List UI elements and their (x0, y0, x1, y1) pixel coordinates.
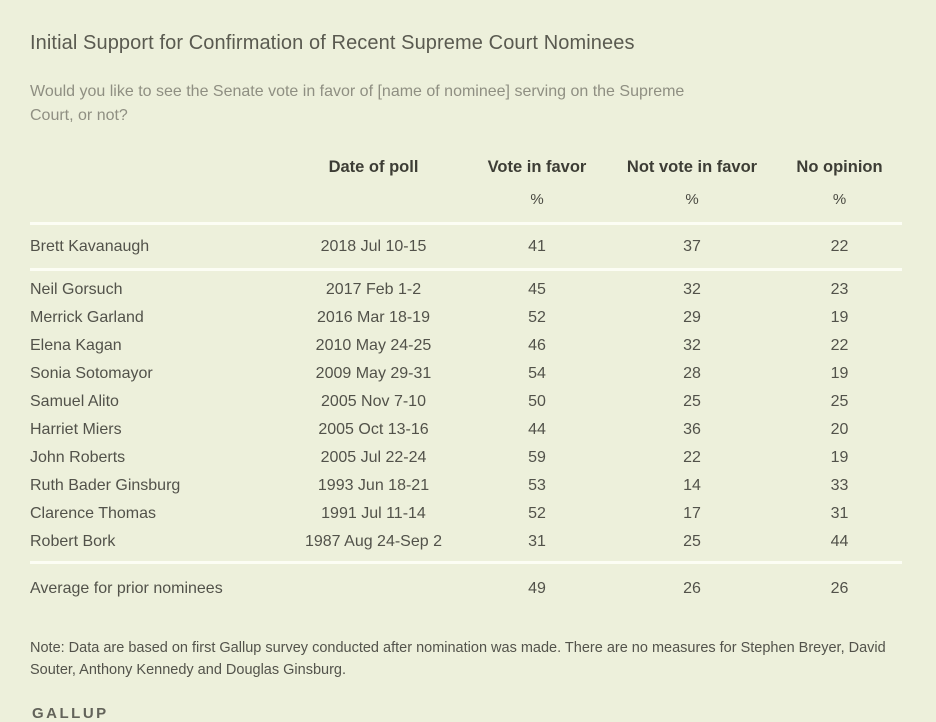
table-row: Brett Kavanaugh 2018 Jul 10-15 41 37 22 (30, 223, 902, 271)
table-row: Harriet Miers 2005 Oct 13-16 44 36 20 (30, 416, 902, 444)
cell-no-opinion: 31 (830, 505, 849, 522)
cell-favor: 31 (467, 527, 607, 564)
cell-favor: 45 (528, 281, 546, 298)
cell-favor: 41 (467, 223, 607, 271)
cell-not-favor: 28 (683, 365, 701, 382)
cell-no-opinion: 33 (830, 477, 849, 494)
cell-nominee: Sonia Sotomayor (30, 365, 153, 382)
cell-nominee: Neil Gorsuch (30, 281, 123, 298)
cell-not-favor: 22 (683, 449, 701, 466)
cell-nominee: Merrick Garland (30, 309, 144, 326)
cell-favor: 46 (528, 337, 546, 354)
table-row: Clarence Thomas 1991 Jul 11-14 52 17 31 (30, 500, 902, 528)
cell-favor: 50 (528, 393, 546, 410)
cell-favor: 53 (528, 477, 546, 494)
cell-date: 2005 Oct 13-16 (318, 421, 429, 438)
percent-row: % % % (30, 178, 902, 225)
cell-date: 2009 May 29-31 (315, 365, 432, 382)
cell-nominee: John Roberts (30, 449, 126, 466)
cell-not-favor: 14 (683, 477, 701, 494)
cell-favor: 54 (528, 365, 546, 382)
cell-nominee: Robert Bork (30, 527, 280, 564)
cell-date: 1993 Jun 18-21 (317, 477, 430, 494)
average-section: Average for prior nominees 49 26 26 (30, 563, 902, 612)
cell-not-favor: 17 (683, 505, 701, 522)
cell-not-favor: 32 (683, 337, 701, 354)
poll-question: Would you like to see the Senate vote in… (30, 83, 685, 124)
cell-not-favor: 36 (683, 421, 701, 438)
table-row: Samuel Alito 2005 Nov 7-10 50 25 25 (30, 388, 902, 416)
footnote: Note: Data are based on first Gallup sur… (30, 640, 886, 678)
table-row: Robert Bork 1987 Aug 24-Sep 2 31 25 44 (30, 527, 902, 564)
cell-not-favor: 37 (607, 223, 777, 271)
average-no-opinion: 26 (830, 580, 849, 597)
cell-nominee: Clarence Thomas (30, 505, 156, 522)
percent-cell-empty (30, 178, 280, 225)
cell-date: 2018 Jul 10-15 (280, 223, 467, 271)
cell-date: 1991 Jul 11-14 (321, 505, 426, 522)
column-header-row: Date of poll Vote in favor Not vote in f… (30, 150, 902, 178)
column-header-favor: Vote in favor (487, 158, 587, 176)
cell-nominee: Samuel Alito (30, 393, 119, 410)
cell-nominee: Elena Kagan (30, 337, 122, 354)
cell-no-opinion: 22 (830, 337, 849, 354)
prior-nominees-section: Neil Gorsuch 2017 Feb 1-2 45 32 23 Merrick Ga… (30, 270, 902, 564)
table-row: Sonia Sotomayor 2009 May 29-31 54 28 19 (30, 360, 902, 388)
percent-cell-empty (280, 178, 467, 225)
cell-not-favor: 25 (683, 393, 701, 410)
cell-no-opinion: 19 (830, 365, 849, 382)
table-row: Neil Gorsuch 2017 Feb 1-2 45 32 23 (30, 270, 902, 304)
cell-date: 1987 Aug 24-Sep 2 (280, 527, 467, 564)
cell-nominee: Brett Kavanaugh (30, 223, 280, 271)
cell-not-favor: 32 (683, 281, 701, 298)
current-nominee-section: Brett Kavanaugh 2018 Jul 10-15 41 37 22 (30, 223, 902, 271)
gallup-logo: GALLUP (32, 705, 109, 722)
cell-date: 2016 Mar 18-19 (317, 309, 430, 326)
page-title: Initial Support for Confirmation of Rece… (30, 32, 635, 54)
column-header-not-favor: Not vote in favor (626, 158, 758, 176)
cell-favor: 52 (528, 309, 546, 326)
cell-nominee: Harriet Miers (30, 421, 122, 438)
cell-date: 2010 May 24-25 (315, 337, 432, 354)
cell-no-opinion: 20 (830, 421, 849, 438)
table-header: Date of poll Vote in favor Not vote in f… (30, 150, 902, 225)
percent-symbol: % (777, 178, 902, 225)
table-row: Ruth Bader Ginsburg 1993 Jun 18-21 53 14 33 (30, 472, 902, 500)
cell-not-favor: 25 (607, 527, 777, 564)
column-header-no-opinion: No opinion (796, 158, 883, 176)
column-header-date: Date of poll (328, 158, 419, 176)
poll-table: Date of poll Vote in favor Not vote in f… (30, 150, 902, 611)
cell-no-opinion: 44 (777, 527, 902, 564)
cell-favor: 44 (528, 421, 546, 438)
table-row: John Roberts 2005 Jul 22-24 59 22 19 (30, 444, 902, 472)
cell-date: 2005 Jul 22-24 (320, 449, 427, 466)
percent-symbol: % (467, 178, 607, 225)
cell-no-opinion: 19 (830, 309, 849, 326)
average-not-favor: 26 (683, 580, 701, 597)
cell-nominee: Ruth Bader Ginsburg (30, 477, 181, 494)
average-label: Average for prior nominees (30, 580, 223, 597)
average-favor: 49 (528, 580, 546, 597)
table-row: Merrick Garland 2016 Mar 18-19 52 29 19 (30, 304, 902, 332)
table-row: Elena Kagan 2010 May 24-25 46 32 22 (30, 332, 902, 360)
cell-no-opinion: 22 (777, 223, 902, 271)
cell-no-opinion: 25 (830, 393, 849, 410)
column-header-nominee (30, 150, 280, 178)
average-row: Average for prior nominees 49 26 26 (30, 563, 902, 612)
cell-not-favor: 29 (683, 309, 701, 326)
percent-symbol: % (607, 178, 777, 225)
cell-no-opinion: 23 (830, 281, 849, 298)
cell-favor: 52 (528, 505, 546, 522)
cell-no-opinion: 19 (830, 449, 849, 466)
cell-date: 2017 Feb 1-2 (325, 281, 422, 298)
cell-favor: 59 (528, 449, 546, 466)
cell-date: 2005 Nov 7-10 (321, 393, 426, 410)
